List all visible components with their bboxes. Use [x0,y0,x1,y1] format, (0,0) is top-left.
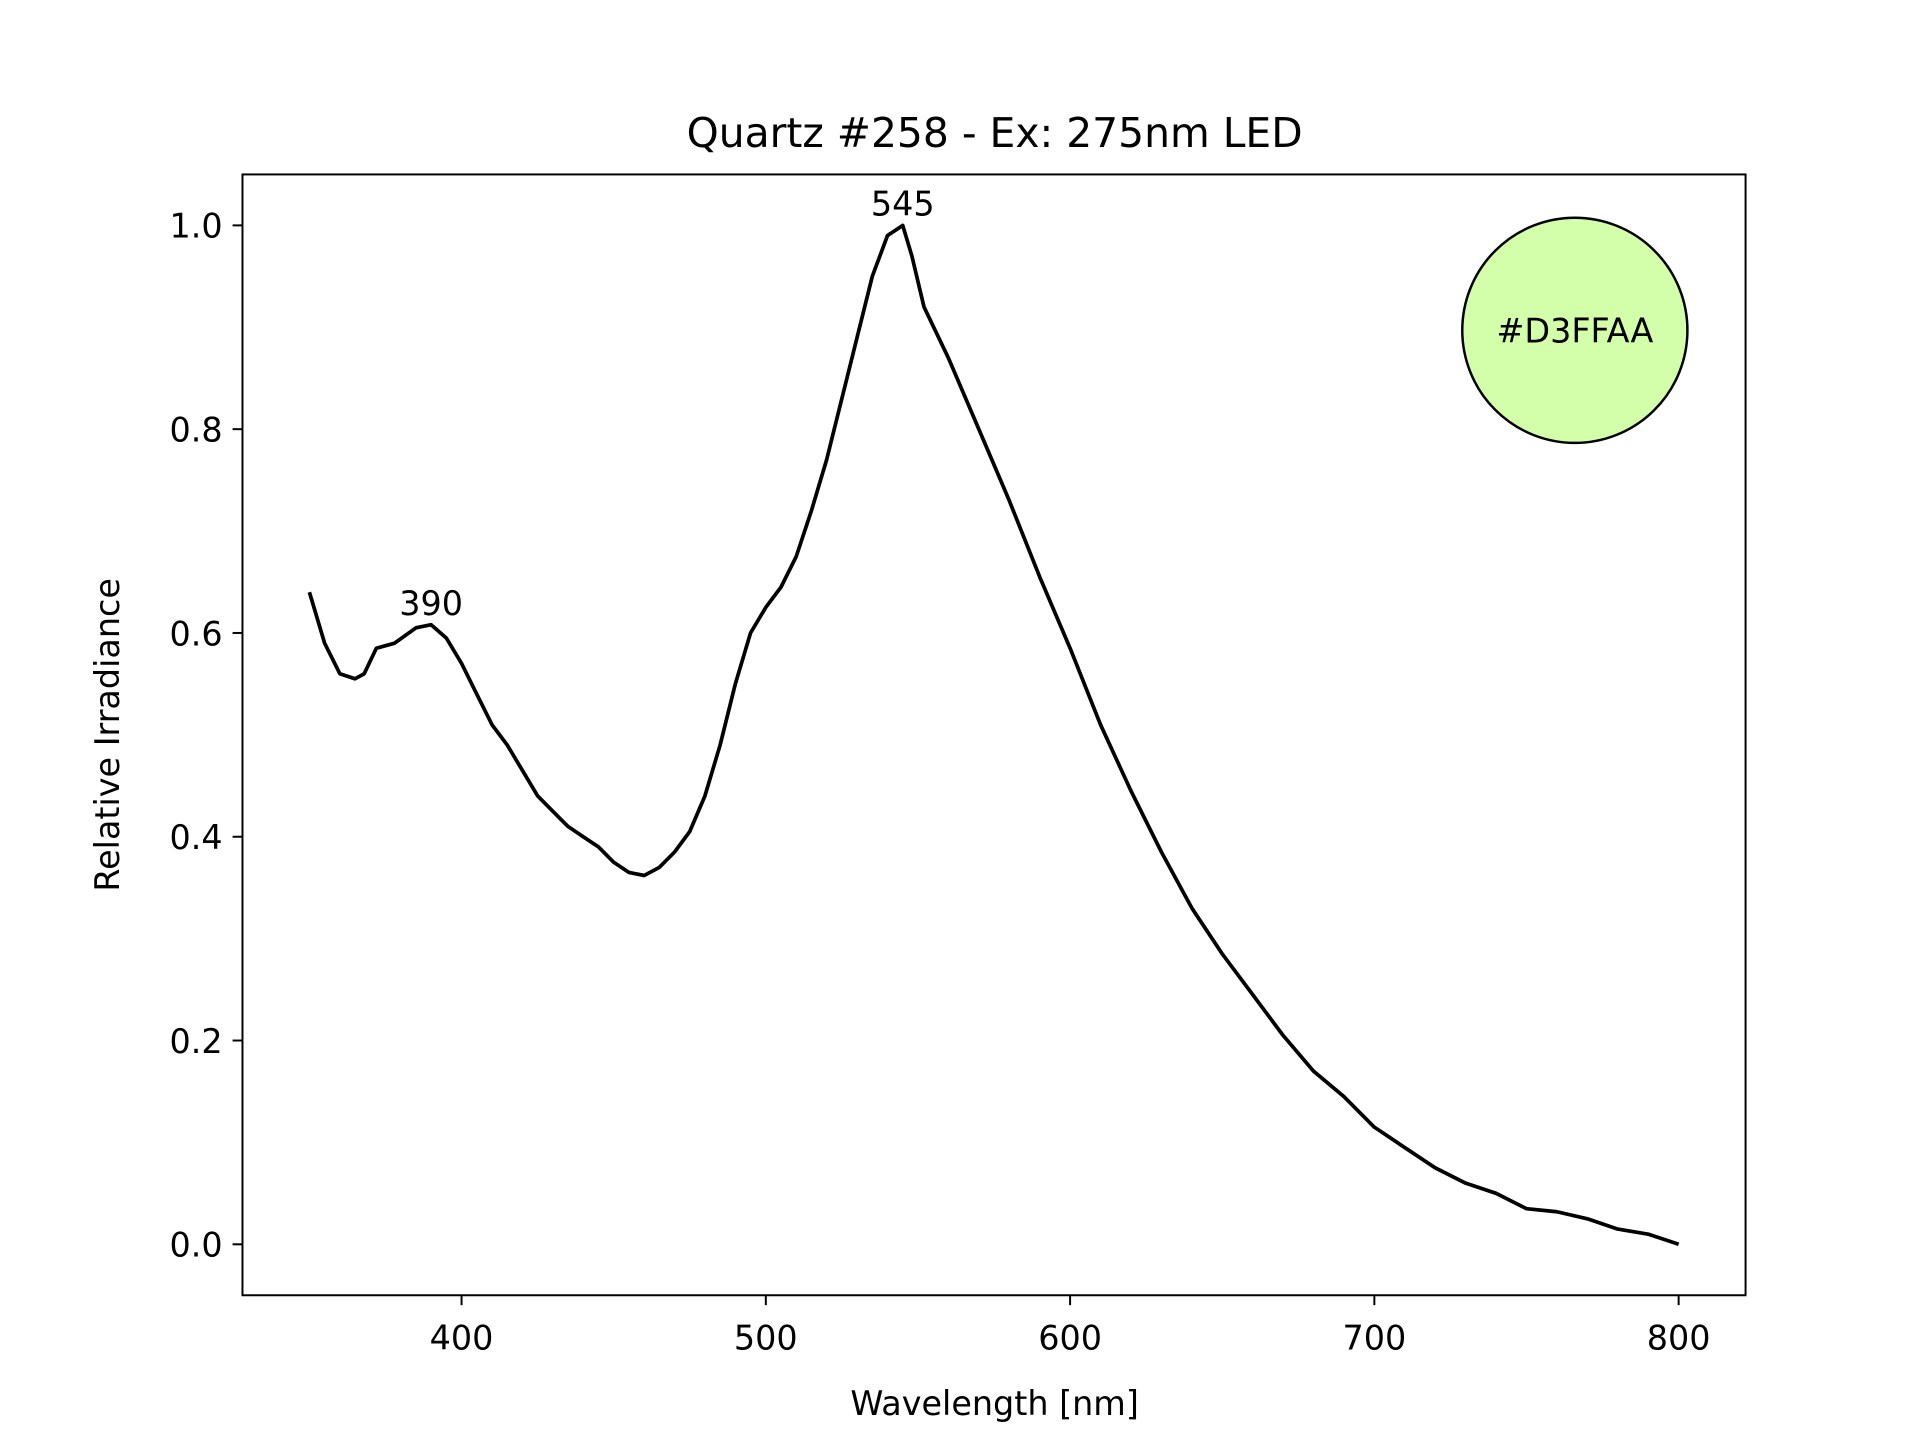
peak-label: 545 [871,184,935,223]
y-axis-label: Relative Irradiance [88,578,127,891]
y-tick-label: 0.8 [170,411,223,450]
y-tick-label: 0.4 [170,818,223,857]
y-tick-label: 1.0 [170,207,223,246]
x-tick-label: 500 [734,1319,798,1358]
x-axis: 400 500 600 700 800 [430,1295,1711,1358]
x-tick-label: 700 [1342,1319,1406,1358]
peak-label: 390 [399,584,463,623]
chart-title: Quartz #258 - Ex: 275nm LED [687,109,1303,157]
color-swatch-label: #D3FFAA [1496,312,1653,351]
x-tick-label: 800 [1647,1319,1711,1358]
plot-area [241,173,1747,1297]
x-tick-label: 600 [1038,1319,1102,1358]
y-tick-label: 0.6 [170,614,223,653]
y-axis: 0.0 0.2 0.4 0.6 0.8 1.0 [170,207,243,1265]
y-tick-label: 0.0 [170,1226,223,1265]
x-axis-label: Wavelength [nm] [850,1384,1138,1423]
color-swatch-circle [1461,216,1689,445]
peak-annotations: 390 545 [399,184,934,622]
spectrum-line [307,223,1680,1247]
x-tick-label: 400 [430,1319,494,1358]
y-tick-label: 0.2 [170,1022,223,1061]
